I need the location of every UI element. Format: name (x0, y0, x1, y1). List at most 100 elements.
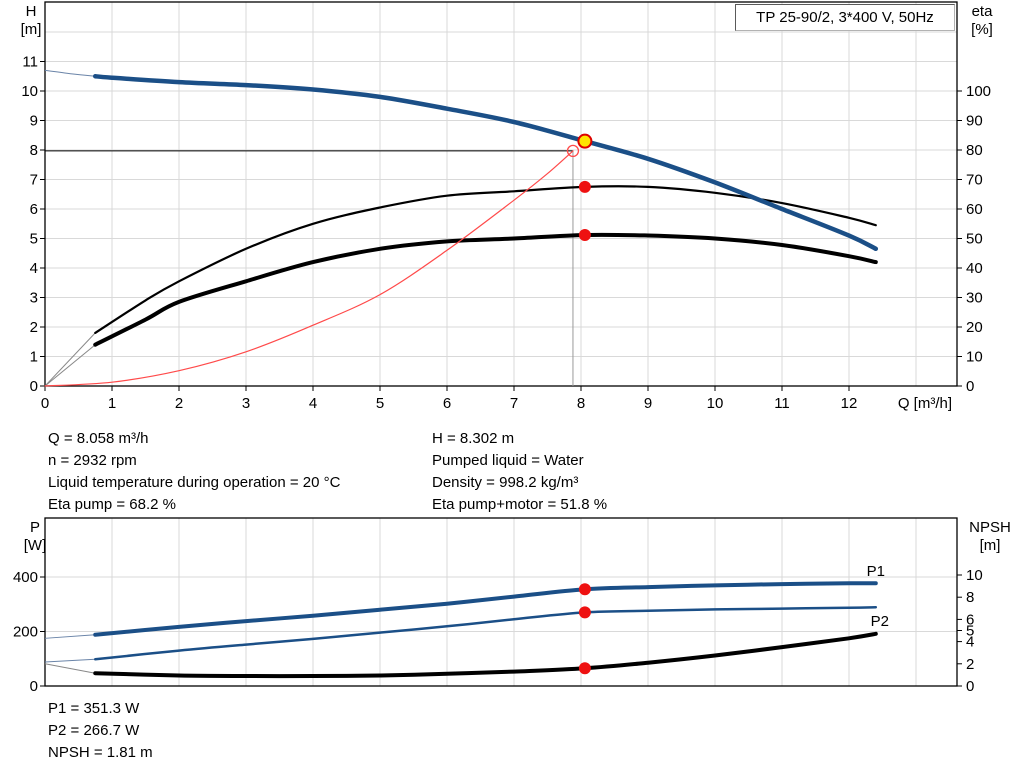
h-axis-title-line: [m] (20, 21, 42, 38)
right-axis-tick-label: 100 (966, 83, 991, 100)
x-axis-tick-label: 7 (510, 395, 518, 412)
right-axis-tick-label: 40 (966, 260, 983, 277)
right-axis-tick-label: 30 (966, 290, 983, 307)
right-axis-tick-label: 90 (966, 113, 983, 130)
info-line: NPSH = 1.81 m (48, 744, 153, 761)
x-axis-tick-label: 4 (309, 395, 317, 412)
right-axis-tick-label: 10 (966, 567, 983, 584)
left-axis-tick-label: 200 (13, 624, 38, 641)
p2-curve-lead-in (44, 658, 96, 663)
x-axis-tick-label: 0 (41, 395, 49, 412)
left-axis-tick-label: 5 (30, 231, 38, 248)
h-axis-title-line: H (25, 3, 37, 20)
duty-info-left: Q = 8.058 m³/h n = 2932 rpm Liquid tempera… (48, 428, 340, 516)
right-axis-tick-label: 5 (966, 623, 974, 640)
x-axis-tick-label: 10 (707, 395, 724, 412)
x-axis-tick-label: 6 (443, 395, 451, 412)
info-line: n = 2932 rpm (48, 452, 137, 469)
x-axis-tick-label: 2 (175, 395, 183, 412)
eta-axis-title-line: eta (971, 3, 993, 20)
right-axis-tick-label: 2 (966, 656, 974, 673)
left-axis-tick-label: 1 (30, 349, 38, 366)
p-axis-title-line: P (29, 519, 40, 536)
duty-info-right: H = 8.302 m Pumped liquid = Water Density … (432, 428, 607, 516)
right-axis-tick-label: 0 (966, 678, 974, 695)
eta-axis-title-line: [%] (971, 21, 993, 38)
right-axis-tick-label: 20 (966, 319, 983, 336)
npsh-axis-title-line: NPSH (969, 519, 1011, 536)
eta-pump-motor-curve-lead-in (44, 344, 96, 387)
power-npsh-info: P1 = 351.3 W P2 = 266.7 W NPSH = 1.81 m (48, 698, 153, 764)
right-axis-tick-label: 60 (966, 201, 983, 218)
p1-curve-label: P1 (867, 563, 885, 580)
right-axis-tick-label: 10 (966, 349, 983, 366)
operating-point-P2 (578, 606, 591, 619)
info-line: Liquid temperature during operation = 20… (48, 474, 341, 491)
npsh-axis-title-line: [m] (979, 537, 1001, 554)
p1-curve (93, 581, 878, 637)
operating-point-H[interactable] (577, 133, 593, 149)
eta-axis-title: eta [%] (959, 3, 1005, 39)
system-curve (44, 150, 574, 387)
info-line: P1 = 351.3 W (48, 700, 140, 717)
right-axis-tick-label: 4 (966, 634, 974, 651)
p-axis-title-line: [W] (23, 537, 47, 554)
right-axis-tick-label: 80 (966, 142, 983, 159)
pump-title-box: TP 25-90/2, 3*400 V, 50Hz (735, 4, 955, 31)
npsh-axis-title: NPSH [m] (960, 519, 1020, 555)
x-axis-tick-label: 5 (376, 395, 384, 412)
right-axis-tick-label: 50 (966, 231, 983, 248)
left-axis-tick-label: 4 (30, 260, 38, 277)
left-axis-tick-label: 2 (30, 319, 38, 336)
left-axis-tick-label: 6 (30, 201, 38, 218)
left-axis-tick-label: 10 (21, 83, 38, 100)
left-axis-tick-label: 9 (30, 113, 38, 130)
left-axis-tick-label: 8 (30, 142, 38, 159)
left-axis-tick-label: 0 (30, 378, 38, 395)
info-line: P2 = 266.7 W (48, 722, 140, 739)
left-axis-tick-label: 0 (30, 678, 38, 695)
h-axis-title: H [m] (8, 3, 54, 39)
x-axis-tick-label: 12 (841, 395, 858, 412)
x-axis-tick-label: 9 (644, 395, 652, 412)
x-axis-tick-label: 8 (577, 395, 585, 412)
x-axis-tick-label: 1 (108, 395, 116, 412)
system-intersect-point (566, 144, 580, 158)
right-axis-tick-label: 0 (966, 378, 974, 395)
left-axis-tick-label: 400 (13, 569, 38, 586)
info-line: Density = 998.2 kg/m³ (432, 474, 579, 491)
operating-point-eta-pump (578, 180, 591, 193)
info-line: H = 8.302 m (432, 430, 515, 447)
qh-curve (93, 74, 879, 252)
right-axis-tick-label: 70 (966, 172, 983, 189)
left-axis-tick-label: 3 (30, 290, 38, 307)
x-axis-tick-label: 3 (242, 395, 250, 412)
info-line: Pumped liquid = Water (432, 452, 584, 469)
p2-curve-label: P2 (871, 613, 889, 630)
info-line: Eta pump+motor = 51.8 % (432, 496, 608, 513)
x-axis-tick-label: 11 (774, 395, 790, 412)
operating-point-P1 (578, 583, 591, 596)
p1-curve-lead-in (44, 634, 96, 639)
eta-pump-curve-lead-in (44, 332, 96, 387)
left-axis-tick-label: 7 (30, 172, 38, 189)
qh-curve-lead-in (44, 69, 96, 77)
info-line: Eta pump = 68.2 % (48, 496, 176, 513)
plot-border (44, 1, 958, 387)
left-axis-tick-label: 11 (22, 54, 38, 71)
operating-point-NPSH (578, 662, 591, 675)
x-axis-label: Q [m³/h] (898, 395, 952, 412)
operating-point-eta-pump-motor (578, 228, 591, 241)
plot-border (44, 517, 958, 687)
eta-pump-motor-curve (93, 232, 878, 347)
p2-curve (94, 605, 878, 661)
right-axis-tick-label: 6 (966, 611, 974, 628)
right-axis-tick-label: 8 (966, 589, 974, 606)
info-line: Q = 8.058 m³/h (48, 430, 149, 447)
npsh-curve-lead-in (44, 663, 96, 674)
eta-pump-curve (94, 185, 877, 334)
p-axis-title: P [W] (12, 519, 58, 555)
npsh-curve (93, 631, 878, 679)
